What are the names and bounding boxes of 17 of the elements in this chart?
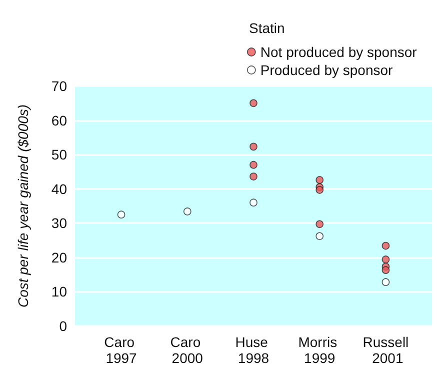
y-tick-label: 70 xyxy=(51,78,68,94)
y-tick-label: 40 xyxy=(51,180,68,197)
x-tick-label: Huse 1998 xyxy=(235,334,272,366)
y-axis-title: Cost per life year gained ($000s) xyxy=(15,104,31,308)
legend-label: Not produced by sponsor xyxy=(260,44,418,60)
x-tick-label: Morris 1999 xyxy=(298,334,341,366)
y-tick-label: 50 xyxy=(51,146,68,163)
y-tick-label: 0 xyxy=(59,318,68,334)
y-tick-label: 10 xyxy=(51,284,68,300)
x-tick-label: Russell 2001 xyxy=(362,334,409,366)
y-tick-label: 60 xyxy=(51,112,68,128)
legend-title: Statin xyxy=(249,20,285,36)
y-tick-label: 30 xyxy=(51,215,68,232)
x-tick-label: Caro 2000 xyxy=(170,334,205,366)
y-tick-label: 20 xyxy=(51,249,68,266)
x-tick-label: Caro 1997 xyxy=(104,334,138,366)
legend-label: Produced by sponsor xyxy=(260,62,394,78)
